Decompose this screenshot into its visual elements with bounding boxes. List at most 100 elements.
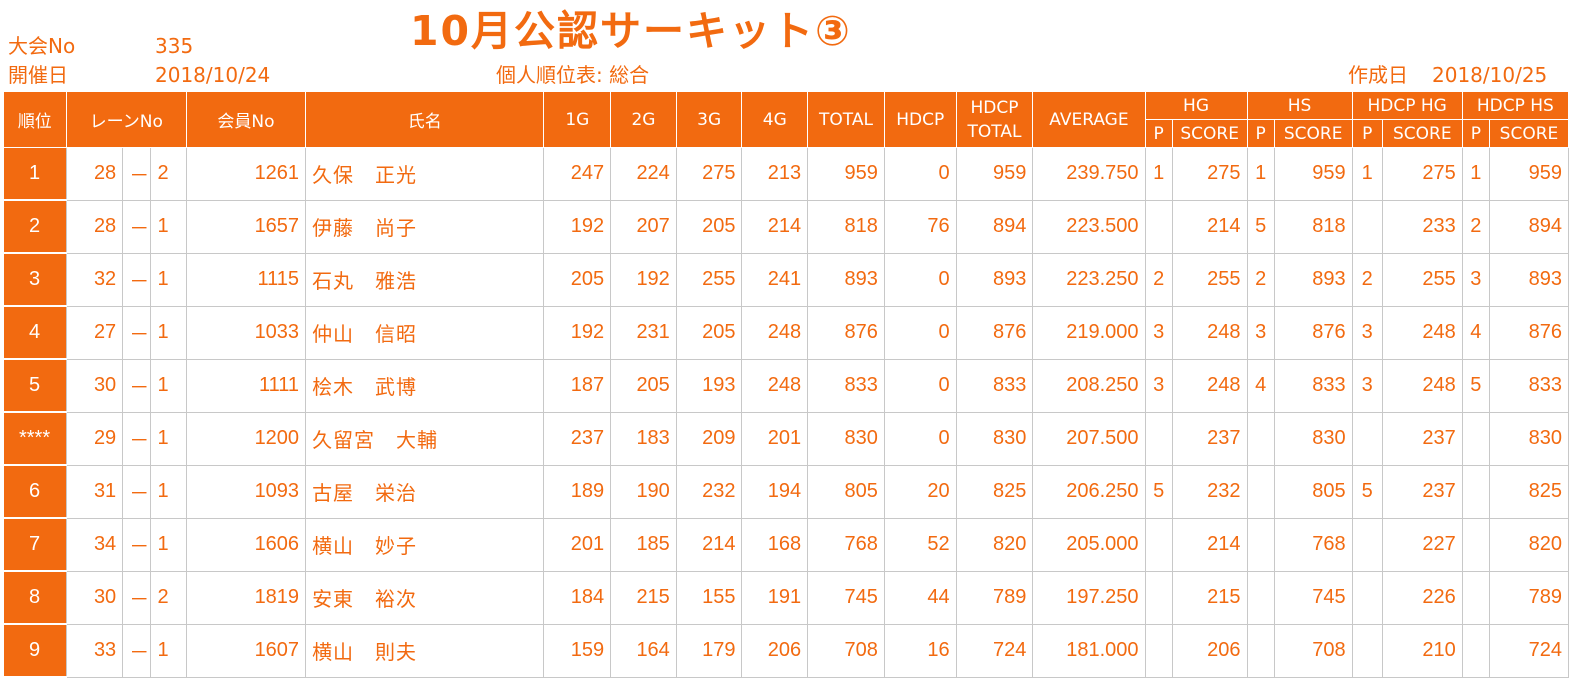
hdcp-hg-place-cell [1352, 624, 1383, 678]
lane-cell: 32 [66, 253, 124, 307]
total-cell: 805 [807, 465, 885, 519]
created-date: 2018/10/25 [1432, 63, 1548, 87]
lane-separator: － [122, 465, 152, 519]
header-member-no: 会員No [185, 91, 307, 148]
lane-separator: － [122, 147, 152, 201]
lane-separator: － [122, 412, 152, 466]
hdcp-hs-place-cell [1462, 465, 1490, 519]
total-cell: 708 [807, 624, 885, 678]
hg-place-cell [1145, 412, 1173, 466]
created-label: 作成日 [1348, 63, 1408, 87]
header-hdcp-hg-score: SCORE [1381, 119, 1463, 148]
member-no-cell: 1033 [186, 306, 307, 360]
table-row: 4 27 － 1 1033 仲山 信昭 192 231 205 248 876 0 876 219.000… [3, 306, 1570, 360]
lane-pair-cell: 2 [150, 571, 187, 625]
hg-score-cell: 255 [1172, 253, 1248, 307]
game-4-cell: 194 [741, 465, 809, 519]
header-total: TOTAL [807, 91, 885, 148]
table-row: 3 32 － 1 1115 石丸 雅浩 205 192 255 241 893 0 893 223.250… [3, 253, 1570, 307]
header-hdcp-total-line2: TOTAL [967, 121, 1022, 142]
hg-place-cell [1145, 571, 1173, 625]
hg-place-cell: 2 [1145, 253, 1173, 307]
average-cell: 205.000 [1032, 518, 1146, 572]
rank-cell: 5 [3, 359, 67, 413]
hs-score-cell: 876 [1274, 306, 1353, 360]
hs-place-cell: 1 [1247, 147, 1275, 201]
game-1-cell: 184 [543, 571, 612, 625]
lane-separator: － [122, 518, 152, 572]
hdcp-hg-score-cell: 226 [1382, 571, 1463, 625]
hdcp-hs-score-cell: 820 [1489, 518, 1570, 572]
header-hdcp-total: HDCP TOTAL [955, 91, 1034, 148]
hs-score-cell: 959 [1274, 147, 1353, 201]
header-game-4: 4G [741, 91, 809, 148]
game-4-cell: 168 [741, 518, 809, 572]
hs-score-cell: 830 [1274, 412, 1353, 466]
hdcp-hs-place-cell [1462, 624, 1490, 678]
hdcp-hs-place-cell [1462, 518, 1490, 572]
game-2-cell: 185 [610, 518, 677, 572]
hg-score-cell: 214 [1172, 200, 1248, 254]
rank-cell: 9 [3, 624, 67, 678]
total-cell: 745 [807, 571, 885, 625]
lane-pair-cell: 1 [150, 306, 187, 360]
hdcp-hg-place-cell [1352, 412, 1383, 466]
hdcp-hg-score-cell: 248 [1382, 359, 1463, 413]
name-cell: 仲山 信昭 [305, 306, 545, 360]
header-name: 氏名 [305, 91, 545, 148]
name-cell: 横山 妙子 [305, 518, 545, 572]
game-3-cell: 232 [676, 465, 743, 519]
lane-cell: 34 [66, 518, 124, 572]
game-1-cell: 201 [543, 518, 612, 572]
game-2-cell: 190 [610, 465, 677, 519]
hs-score-cell: 818 [1274, 200, 1353, 254]
hdcp-cell: 44 [884, 571, 957, 625]
hdcp-hs-score-cell: 830 [1489, 412, 1570, 466]
rank-cell: **** [3, 412, 67, 466]
total-cell: 818 [807, 200, 885, 254]
hdcp-hs-place-cell: 2 [1462, 200, 1490, 254]
hdcp-total-cell: 959 [956, 147, 1034, 201]
hg-place-cell: 3 [1145, 359, 1173, 413]
hdcp-hs-score-cell: 959 [1489, 147, 1570, 201]
rank-cell: 1 [3, 147, 67, 201]
lane-pair-cell: 1 [150, 624, 187, 678]
lane-cell: 28 [66, 200, 124, 254]
header-hg: HG [1144, 91, 1248, 120]
lane-pair-cell: 1 [150, 412, 187, 466]
game-1-cell: 192 [543, 306, 612, 360]
hdcp-total-cell: 724 [956, 624, 1034, 678]
total-cell: 768 [807, 518, 885, 572]
header-game-2: 2G [610, 91, 677, 148]
rank-cell: 7 [3, 518, 67, 572]
game-3-cell: 205 [676, 306, 743, 360]
lane-separator: － [122, 571, 152, 625]
hdcp-hg-score-cell: 237 [1382, 465, 1463, 519]
hdcp-hs-place-cell [1462, 412, 1490, 466]
game-2-cell: 207 [610, 200, 677, 254]
member-no-cell: 1657 [186, 200, 307, 254]
game-2-cell: 183 [610, 412, 677, 466]
game-3-cell: 155 [676, 571, 743, 625]
hdcp-hg-place-cell: 2 [1352, 253, 1383, 307]
table-row: 2 28 － 1 1657 伊藤 尚子 192 207 205 214 818 76 894 223.50… [3, 200, 1570, 254]
rank-cell: 4 [3, 306, 67, 360]
hdcp-hg-place-cell: 3 [1352, 359, 1383, 413]
game-4-cell: 248 [741, 359, 809, 413]
name-cell: 横山 則夫 [305, 624, 545, 678]
header-game-3: 3G [675, 91, 743, 148]
lane-pair-cell: 2 [150, 147, 187, 201]
lane-pair-cell: 1 [150, 253, 187, 307]
game-1-cell: 237 [543, 412, 612, 466]
hdcp-total-cell: 833 [956, 359, 1034, 413]
member-no-cell: 1261 [186, 147, 307, 201]
hdcp-total-cell: 893 [956, 253, 1034, 307]
header-hs: HS [1246, 91, 1353, 120]
header-game-1: 1G [543, 91, 612, 148]
lane-cell: 28 [66, 147, 124, 201]
member-no-cell: 1819 [186, 571, 307, 625]
hdcp-hs-place-cell [1462, 571, 1490, 625]
member-no-cell: 1607 [186, 624, 307, 678]
hdcp-hs-place-cell: 1 [1462, 147, 1490, 201]
lane-cell: 33 [66, 624, 124, 678]
